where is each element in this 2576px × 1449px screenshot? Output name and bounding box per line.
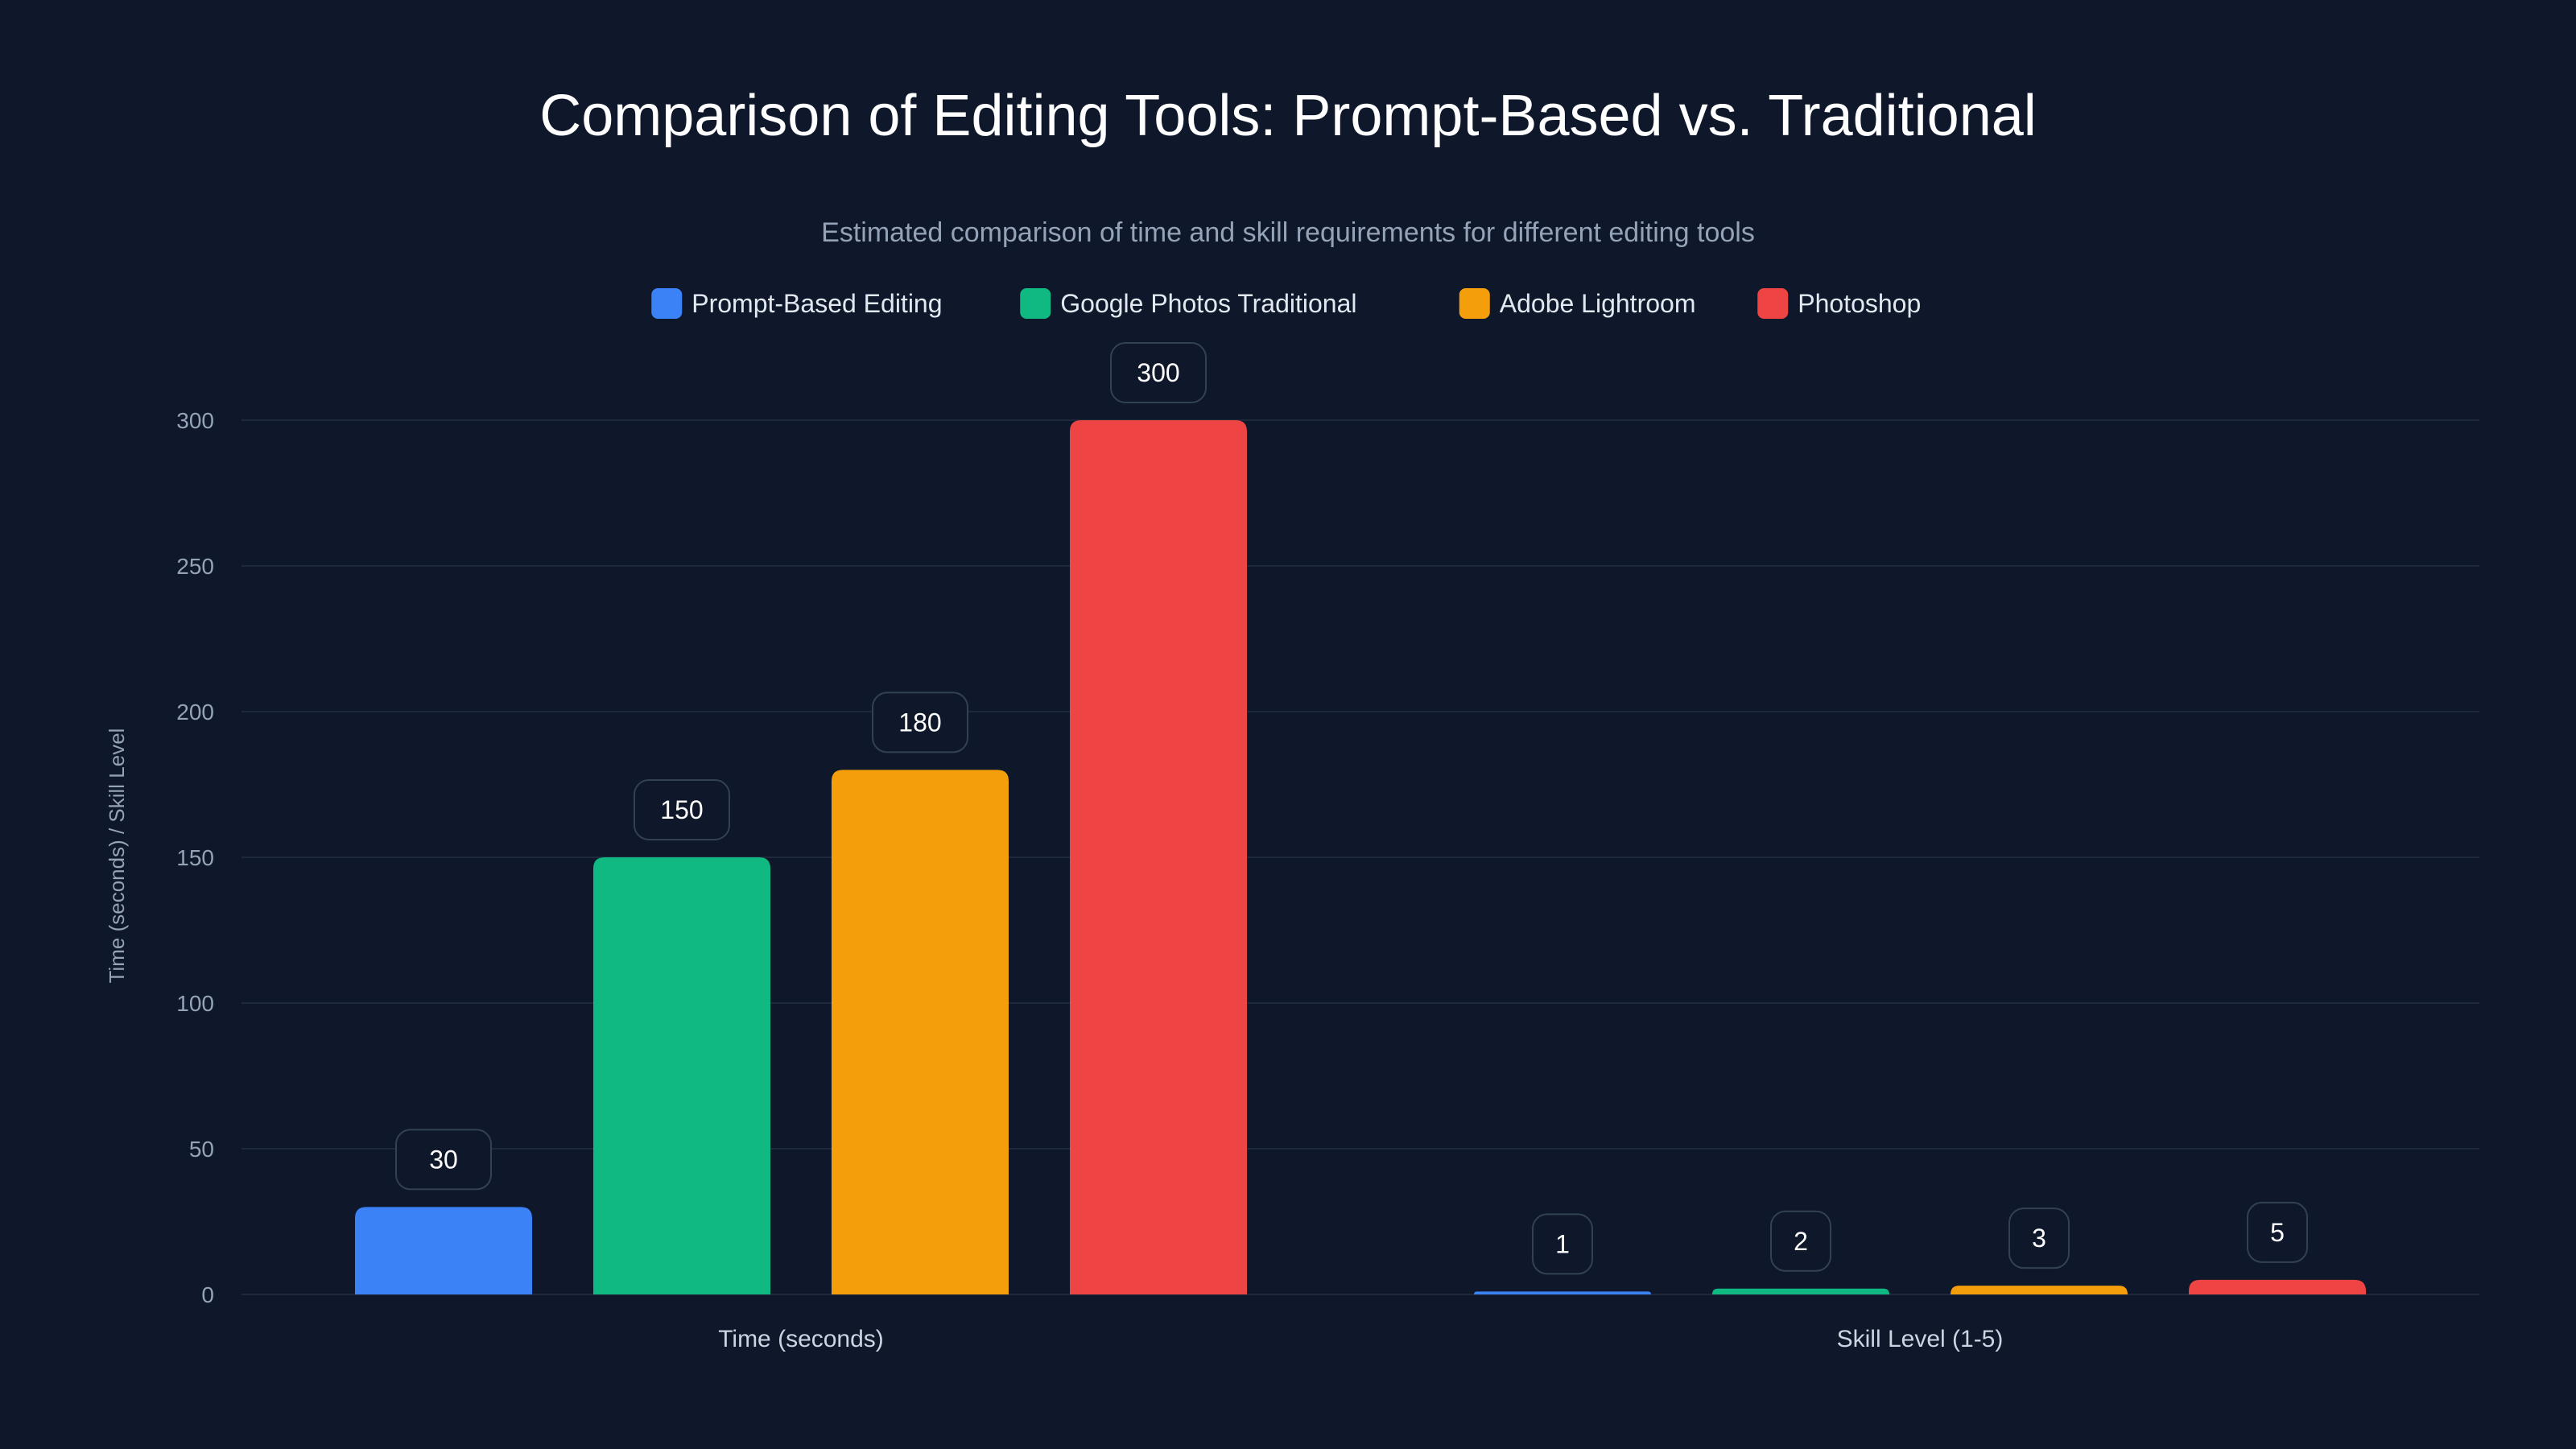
y-tick-label: 300 <box>176 408 214 433</box>
grid-lines <box>242 419 2479 1295</box>
y-tick-label: 50 <box>189 1137 214 1162</box>
data-label: 150 <box>660 795 703 824</box>
y-tick-label: 200 <box>176 700 214 724</box>
legend-swatch <box>1757 288 1789 319</box>
bar <box>355 1207 532 1294</box>
data-label-box <box>1110 342 1207 403</box>
data-label: 1 <box>1555 1229 1570 1258</box>
data-label-box <box>2008 1208 2070 1269</box>
data-label: 30 <box>429 1145 458 1174</box>
bar <box>593 857 770 1294</box>
data-label-box <box>634 779 730 840</box>
legend-label: Adobe Lightroom <box>1500 289 1696 318</box>
data-label-box <box>1532 1213 1593 1275</box>
x-category-label: Skill Level (1-5) <box>1837 1326 2004 1352</box>
data-label: 2 <box>1794 1227 1808 1256</box>
data-label: 180 <box>898 708 941 737</box>
bar <box>832 770 1009 1294</box>
data-label: 300 <box>1137 358 1179 387</box>
x-category-label: Time (seconds) <box>718 1326 884 1352</box>
y-axis-ticks: 0 50 100 150 200 250 300 <box>176 408 214 1307</box>
legend-label: Prompt-Based Editing <box>691 289 942 318</box>
data-label: 5 <box>2270 1218 2285 1247</box>
bar <box>1712 1288 1889 1294</box>
legend-swatch <box>1459 288 1490 319</box>
data-label-box <box>872 691 968 753</box>
data-label-box <box>395 1129 492 1191</box>
data-label-box <box>1770 1210 1831 1272</box>
bar <box>2189 1279 2366 1294</box>
bar <box>1070 420 1247 1294</box>
bar <box>1474 1291 1651 1294</box>
y-tick-label: 250 <box>176 554 214 579</box>
x-axis-categories: Time (seconds) Skill Level (1-5) <box>718 1326 2003 1352</box>
chart-subtitle: Estimated comparison of time and skill r… <box>821 217 1755 248</box>
y-tick-label: 150 <box>176 845 214 870</box>
bars: 30 150 180 300 1 2 3 5 <box>355 342 2366 1294</box>
legend-swatch <box>651 288 683 319</box>
bar <box>1951 1286 2128 1294</box>
y-tick-label: 0 <box>201 1282 214 1307</box>
legend-swatch <box>1020 288 1051 319</box>
chart-title: Comparison of Editing Tools: Prompt-Base… <box>539 84 2037 148</box>
data-label-box <box>2247 1201 2308 1263</box>
legend-label: Google Photos Traditional <box>1060 289 1356 318</box>
legend: Prompt-Based Editing Google Photos Tradit… <box>651 288 1921 319</box>
y-tick-label: 100 <box>176 991 214 1016</box>
legend-label: Photoshop <box>1798 289 1921 318</box>
y-axis-title: Time (seconds) / Skill Level <box>105 729 129 984</box>
data-label: 3 <box>2032 1224 2046 1253</box>
